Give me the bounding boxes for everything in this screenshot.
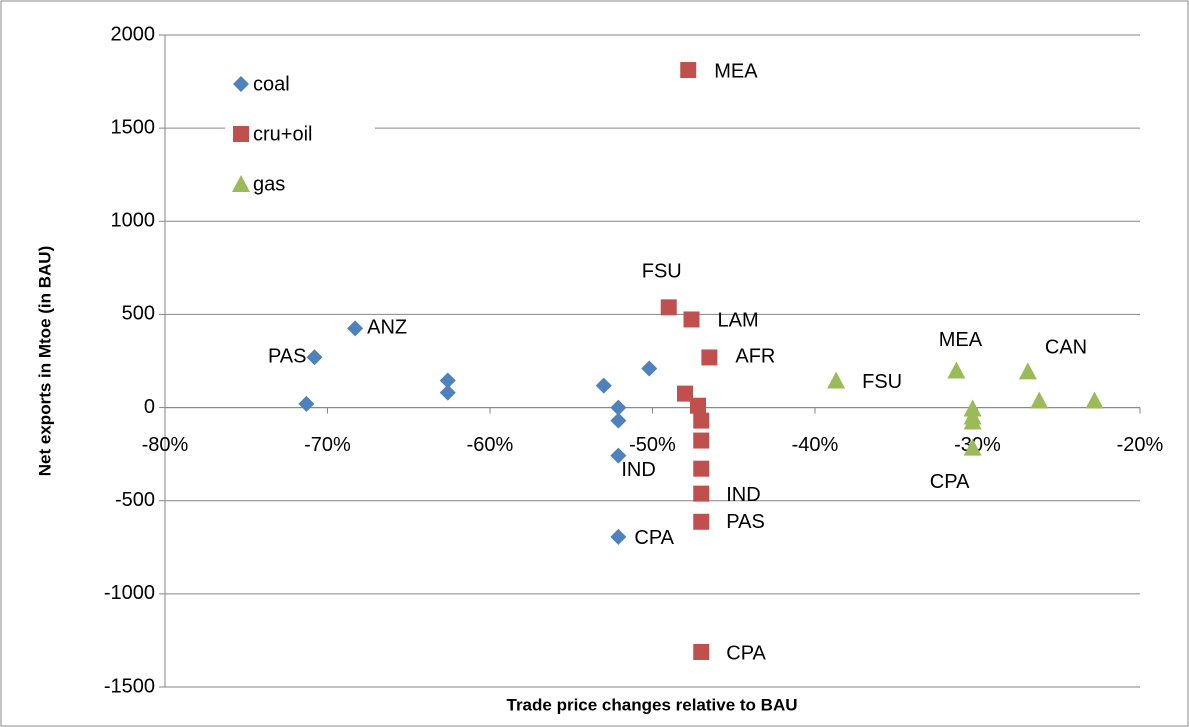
point bbox=[677, 385, 693, 402]
point bbox=[680, 62, 697, 79]
point bbox=[660, 299, 677, 316]
point bbox=[963, 412, 982, 430]
point-label: MEA bbox=[714, 60, 758, 82]
x-tick-label: -20% bbox=[1117, 434, 1164, 456]
point-label: PAS bbox=[268, 346, 307, 368]
point-label: MEA bbox=[939, 329, 983, 351]
point bbox=[610, 412, 627, 429]
point-label: CPA bbox=[726, 642, 766, 664]
point bbox=[306, 349, 323, 366]
point-label: AFR bbox=[735, 346, 775, 368]
point bbox=[690, 397, 706, 414]
point-label: CAN bbox=[1045, 337, 1087, 359]
y-tick-label: 0 bbox=[144, 396, 155, 418]
point-label: PAS bbox=[726, 511, 765, 533]
point bbox=[439, 384, 456, 401]
point bbox=[963, 438, 982, 456]
point bbox=[641, 360, 658, 377]
point bbox=[347, 320, 364, 337]
point bbox=[827, 371, 846, 389]
point-label: IND bbox=[621, 459, 655, 481]
point-label: FSU bbox=[642, 261, 682, 283]
y-tick-label: 500 bbox=[122, 303, 155, 325]
legend-marker bbox=[233, 126, 249, 142]
legend-marker bbox=[232, 175, 250, 192]
x-axis-title: Trade price changes relative to BAU bbox=[507, 695, 798, 714]
point-label: FSU bbox=[862, 371, 902, 393]
point bbox=[693, 513, 710, 530]
point bbox=[701, 349, 718, 366]
point bbox=[1018, 362, 1037, 380]
point bbox=[439, 372, 456, 389]
point bbox=[1030, 391, 1049, 409]
y-tick-label: -500 bbox=[115, 489, 155, 511]
point-label: CPA bbox=[634, 527, 674, 549]
point bbox=[683, 311, 700, 328]
legend-box bbox=[225, 60, 375, 200]
x-tick-label: -30% bbox=[954, 434, 1001, 456]
point bbox=[595, 377, 612, 394]
x-tick-label: -80% bbox=[142, 434, 189, 456]
point bbox=[693, 460, 710, 477]
legend-label: gas bbox=[253, 173, 285, 195]
x-tick-label: -60% bbox=[467, 434, 514, 456]
legend-label: cru+oil bbox=[253, 123, 312, 145]
point bbox=[1085, 391, 1104, 409]
point bbox=[610, 399, 627, 416]
y-tick-label: -1500 bbox=[104, 675, 155, 697]
point bbox=[693, 432, 710, 449]
y-tick-label: 2000 bbox=[111, 23, 156, 45]
point-label: LAM bbox=[718, 310, 759, 332]
legend-marker bbox=[233, 76, 249, 92]
point bbox=[298, 395, 315, 412]
point bbox=[610, 447, 627, 464]
point bbox=[693, 643, 710, 660]
y-tick-label: 1000 bbox=[111, 210, 156, 232]
x-tick-label: -40% bbox=[792, 434, 839, 456]
y-tick-label: -1000 bbox=[104, 582, 155, 604]
legend-label: coal bbox=[253, 73, 290, 95]
point bbox=[693, 485, 710, 502]
x-tick-label: -50% bbox=[629, 434, 676, 456]
y-axis-title: Net exports in Mtoe (in BAU) bbox=[35, 246, 54, 476]
point-label: CPA bbox=[930, 471, 970, 493]
y-tick-label: 1500 bbox=[111, 116, 156, 138]
point bbox=[693, 412, 710, 429]
point bbox=[947, 361, 966, 379]
x-tick-label: -70% bbox=[304, 434, 351, 456]
point bbox=[610, 528, 627, 545]
point-label: IND bbox=[726, 484, 760, 506]
point-label: ANZ bbox=[367, 317, 407, 339]
